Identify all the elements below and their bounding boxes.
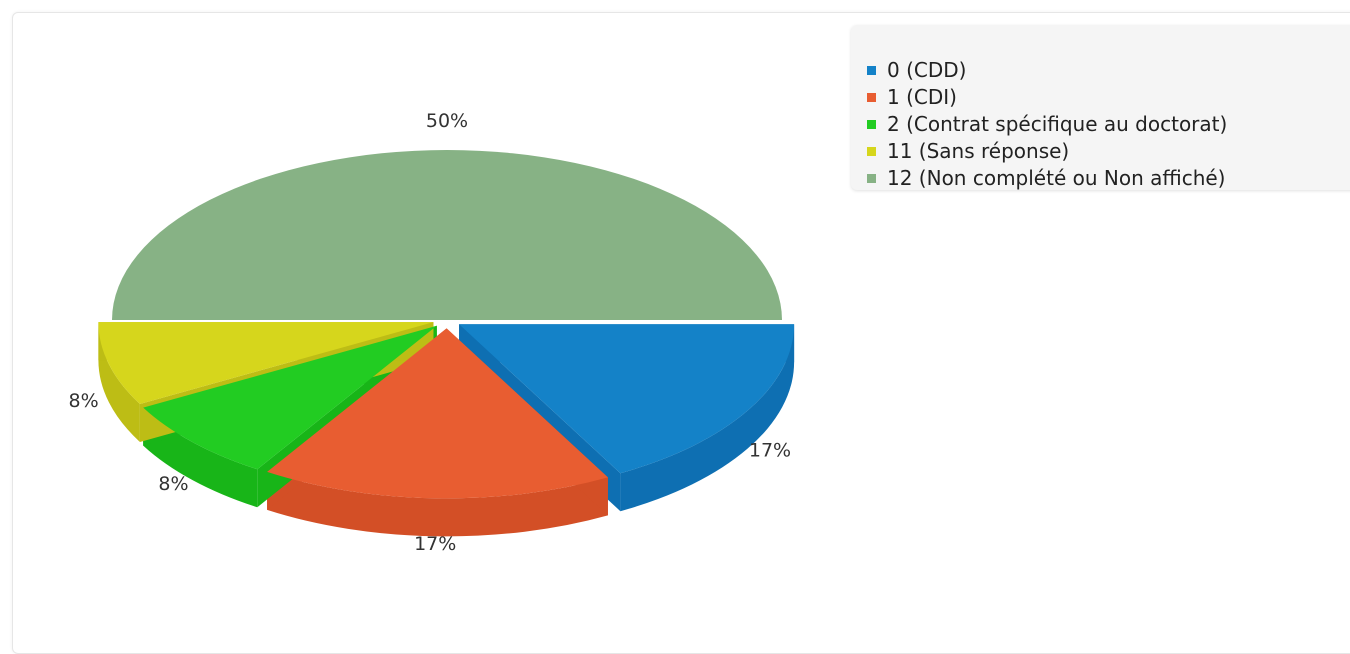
legend-swatch	[867, 119, 876, 129]
pie-slice-side-0	[620, 324, 795, 512]
pie-chart: 17% 17% 8% 8% 50%	[69, 110, 795, 555]
pie-labels: 17% 17% 8% 8% 50%	[69, 110, 792, 555]
legend-item-0[interactable]: 0 (CDD)	[867, 56, 966, 84]
legend-item-3[interactable]: 11 (Sans réponse)	[867, 137, 1069, 165]
pie-slice-3[interactable]	[98, 322, 434, 404]
pie-slice-1[interactable]	[267, 328, 608, 499]
pie-slice-side-3	[98, 322, 140, 442]
legend-label: 12 (Non complété ou Non affiché)	[887, 166, 1226, 190]
legend-swatch	[867, 146, 876, 156]
chart-legend: 0 (CDD) 1 (CDI) 2 (Contrat spécifique au…	[851, 25, 1350, 190]
pie-slice-0[interactable]	[459, 324, 795, 474]
legend-label: 11 (Sans réponse)	[887, 139, 1070, 163]
pie-label-3: 8%	[69, 390, 99, 412]
pie-slice-2[interactable]	[143, 325, 437, 470]
legend-label: 0 (CDD)	[887, 58, 967, 82]
legend-item-1[interactable]: 1 (CDI)	[867, 83, 957, 111]
pie-slice-4[interactable]	[112, 150, 782, 320]
pie-tops	[98, 150, 795, 499]
legend-swatch	[867, 65, 876, 75]
legend-item-4[interactable]: 12 (Non complété ou Non affiché)	[867, 164, 1226, 192]
pie-label-4: 50%	[426, 110, 468, 132]
legend-swatch	[867, 92, 876, 102]
legend-swatch	[867, 173, 876, 183]
pie-label-2: 8%	[158, 473, 188, 495]
legend-label: 2 (Contrat spécifique au doctorat)	[887, 112, 1228, 136]
pie-label-1: 17%	[414, 533, 456, 555]
legend-item-2[interactable]: 2 (Contrat spécifique au doctorat)	[867, 110, 1227, 138]
legend-label: 1 (CDI)	[887, 85, 957, 109]
pie-label-0: 17%	[749, 440, 791, 462]
pie-slice-side-1	[267, 471, 608, 537]
